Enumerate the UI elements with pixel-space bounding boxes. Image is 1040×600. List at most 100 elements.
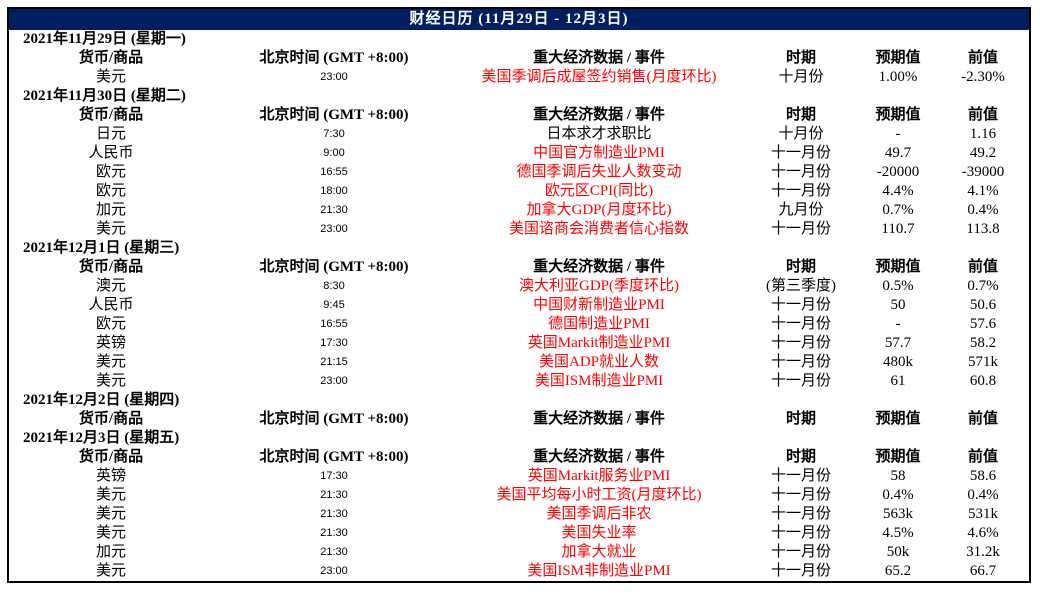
- section-rows: 英镑 17:30 英国Markit服务业PMI 十一月份 58 58.6 美元 …: [9, 467, 1029, 581]
- previous-value-cell: 57.6: [969, 316, 997, 332]
- forecast-value-cell: -: [895, 126, 901, 142]
- currency-cell: 英镑: [95, 335, 126, 351]
- period-cell: 十月份: [778, 126, 824, 142]
- col-header-period: 时期: [785, 449, 816, 465]
- currency-cell: 美元: [95, 487, 126, 503]
- col-header-event: 重大经济数据 / 事件: [533, 50, 665, 66]
- event-cell: 欧元区CPI(同比): [544, 183, 654, 199]
- currency-cell: 美元: [95, 69, 126, 85]
- event-row: 欧元 16:55 德国制造业PMI 十一月份 - 57.6: [9, 315, 1029, 334]
- currency-cell: 英镑: [95, 468, 126, 484]
- currency-cell: 美元: [95, 563, 126, 579]
- period-cell: 十一月份: [770, 506, 831, 522]
- day-section: 2021年12月1日 (星期三) 货币/商品 北京时间 (GMT +8:00) …: [9, 239, 1029, 391]
- currency-cell: 美元: [95, 525, 126, 541]
- currency-cell: 美元: [95, 373, 126, 389]
- time-cell: 23:00: [320, 565, 348, 577]
- currency-cell: 人民币: [88, 297, 134, 313]
- period-cell: 十一月份: [770, 221, 831, 237]
- time-cell: 8:30: [323, 280, 345, 292]
- column-header-row: 货币/商品 北京时间 (GMT +8:00) 重大经济数据 / 事件 时期 预期…: [9, 258, 1029, 277]
- date-header: 2021年12月3日 (星期五): [23, 430, 180, 446]
- forecast-value-cell: 563k: [883, 506, 913, 522]
- currency-cell: 美元: [95, 506, 126, 522]
- event-row: 澳元 8:30 澳大利亚GDP(季度环比) (第三季度) 0.5% 0.7%: [9, 277, 1029, 296]
- event-cell: 美国季调后非农: [546, 506, 652, 522]
- col-header-currency: 货币/商品: [78, 259, 144, 275]
- col-header-forecast: 预期值: [875, 449, 921, 465]
- event-row: 美元 21:30 美国平均每小时工资(月度环比) 十一月份 0.4% 0.4%: [9, 486, 1029, 505]
- time-cell: 18:00: [320, 185, 348, 197]
- date-header: 2021年11月29日 (星期一): [23, 31, 186, 47]
- time-cell: 9:45: [323, 299, 345, 311]
- col-header-currency: 货币/商品: [78, 411, 144, 427]
- previous-value-cell: 1.16: [969, 126, 997, 142]
- time-cell: 9:00: [323, 147, 345, 159]
- period-cell: 十月份: [778, 69, 824, 85]
- period-cell: 十一月份: [770, 297, 831, 313]
- event-row: 加元 21:30 加拿大就业 十一月份 50k 31.2k: [9, 543, 1029, 562]
- period-cell: 十一月份: [770, 544, 831, 560]
- previous-value-cell: 0.7%: [967, 278, 999, 294]
- date-header: 2021年12月1日 (星期三): [23, 240, 180, 256]
- currency-cell: 欧元: [95, 164, 126, 180]
- col-header-currency: 货币/商品: [78, 449, 144, 465]
- event-row: 美元 21:30 美国失业率 十一月份 4.5% 4.6%: [9, 524, 1029, 543]
- calendar-table: 财经日历 (11月29日 - 12月3日) 2021年11月29日 (星期一) …: [7, 7, 1031, 583]
- time-cell: 21:30: [320, 508, 348, 520]
- date-header: 2021年11月30日 (星期二): [23, 88, 186, 104]
- col-header-period: 时期: [785, 50, 816, 66]
- time-cell: 21:30: [320, 546, 348, 558]
- event-row: 美元 23:00 美国ISM非制造业PMI 十一月份 65.2 66.7: [9, 562, 1029, 581]
- event-row: 人民币 9:45 中国财新制造业PMI 十一月份 50 50.6: [9, 296, 1029, 315]
- currency-cell: 欧元: [95, 316, 126, 332]
- period-cell: 十一月份: [770, 164, 831, 180]
- col-header-previous: 前值: [967, 107, 998, 123]
- previous-value-cell: 31.2k: [966, 544, 1000, 560]
- col-header-period: 时期: [785, 411, 816, 427]
- day-section: 2021年12月2日 (星期四) 货币/商品 北京时间 (GMT +8:00) …: [9, 391, 1029, 429]
- currency-cell: 美元: [95, 354, 126, 370]
- previous-value-cell: 0.4%: [967, 202, 999, 218]
- forecast-value-cell: 50k: [886, 544, 910, 560]
- forecast-value-cell: 65.2: [884, 563, 912, 579]
- time-cell: 23:00: [320, 71, 348, 83]
- forecast-value-cell: 1.00%: [878, 69, 918, 85]
- section-rows: 日元 7:30 日本求才求职比 十月份 - 1.16 人民币 9:00 中国官方…: [9, 125, 1029, 239]
- currency-cell: 加元: [95, 544, 126, 560]
- period-cell: 十一月份: [770, 563, 831, 579]
- col-header-time: 北京时间 (GMT +8:00): [259, 50, 409, 66]
- event-row: 美元 23:00 美国谘商会消费者信心指数 十一月份 110.7 113.8: [9, 220, 1029, 239]
- previous-value-cell: 58.6: [969, 468, 997, 484]
- event-cell: 加拿大GDP(月度环比): [526, 202, 672, 218]
- event-cell: 美国平均每小时工资(月度环比): [496, 487, 702, 503]
- time-cell: 16:55: [320, 318, 348, 330]
- period-cell: 十一月份: [770, 316, 831, 332]
- col-header-currency: 货币/商品: [78, 50, 144, 66]
- previous-value-cell: 531k: [968, 506, 998, 522]
- forecast-value-cell: 110.7: [881, 221, 915, 237]
- forecast-value-cell: -: [895, 316, 901, 332]
- event-row: 英镑 17:30 英国Markit制造业PMI 十一月份 57.7 58.2: [9, 334, 1029, 353]
- col-header-previous: 前值: [967, 259, 998, 275]
- forecast-value-cell: 480k: [883, 354, 913, 370]
- period-cell: 十一月份: [770, 183, 831, 199]
- time-cell: 21:30: [320, 489, 348, 501]
- event-cell: 美国季调后成屋签约销售(月度环比): [481, 69, 717, 85]
- currency-cell: 人民币: [88, 145, 134, 161]
- sections-container: 2021年11月29日 (星期一) 货币/商品 北京时间 (GMT +8:00)…: [9, 30, 1029, 581]
- forecast-value-cell: -20000: [876, 164, 920, 180]
- column-header-row: 货币/商品 北京时间 (GMT +8:00) 重大经济数据 / 事件 时期 预期…: [9, 448, 1029, 467]
- previous-value-cell: 49.2: [969, 145, 997, 161]
- event-cell: 美国谘商会消费者信心指数: [508, 221, 689, 237]
- previous-value-cell: 0.4%: [967, 487, 999, 503]
- period-cell: 九月份: [778, 202, 824, 218]
- event-row: 美元 21:30 美国季调后非农 十一月份 563k 531k: [9, 505, 1029, 524]
- previous-value-cell: 50.6: [969, 297, 997, 313]
- day-section: 2021年11月30日 (星期二) 货币/商品 北京时间 (GMT +8:00)…: [9, 87, 1029, 239]
- event-row: 日元 7:30 日本求才求职比 十月份 - 1.16: [9, 125, 1029, 144]
- time-cell: 17:30: [320, 470, 348, 482]
- time-cell: 21:30: [320, 527, 348, 539]
- previous-value-cell: -2.30%: [961, 69, 1005, 85]
- forecast-value-cell: 57.7: [884, 335, 912, 351]
